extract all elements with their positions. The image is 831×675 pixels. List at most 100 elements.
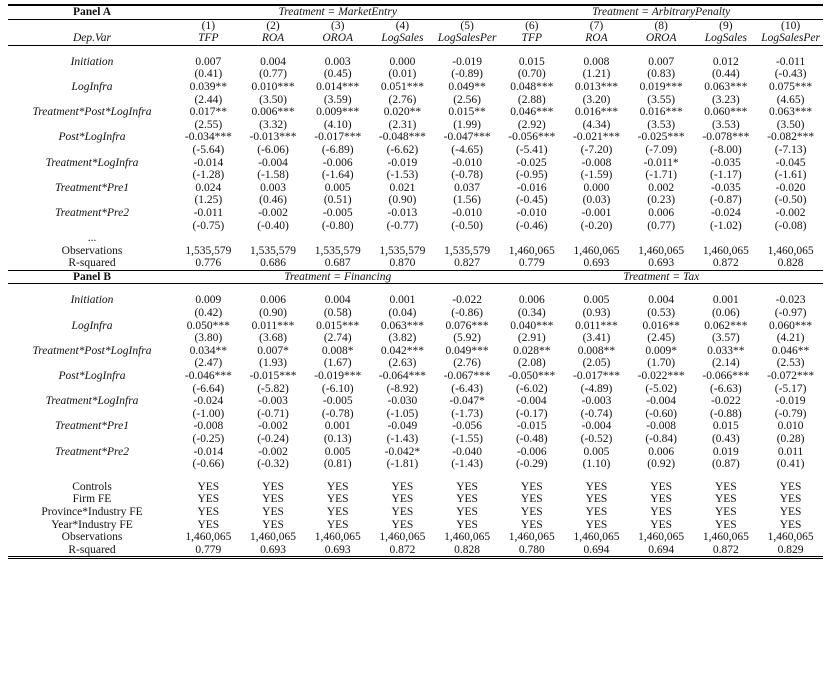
stat-label: Year*Industry FE: [51, 518, 133, 531]
coefficient: 0.046***: [510, 106, 554, 119]
t-stat: (-0.20): [580, 219, 613, 232]
stat-value: YES: [520, 480, 543, 493]
stat-value: YES: [262, 518, 284, 531]
stat-value: YES: [585, 505, 608, 518]
empty-cell: [8, 220, 176, 233]
stat-label: Observations: [61, 531, 123, 544]
variable-label: Treatment*LogInfra: [45, 156, 139, 169]
dep-var: LogSales: [370, 32, 435, 46]
stat-value: 0.779: [499, 257, 565, 271]
coefficient: 0.006: [648, 206, 675, 219]
coefficient: -0.022***: [637, 370, 685, 383]
coefficient: -0.011: [775, 55, 806, 68]
coefficient: -0.001: [581, 206, 612, 219]
coefficient: 0.028**: [513, 344, 551, 357]
coefficient: 0.005: [324, 445, 351, 458]
table-row: LogInfra 0.039** 0.010*** 0.014*** 0.051*** 0…: [8, 81, 823, 94]
coefficient: 0.006: [260, 294, 286, 307]
t-stat: (0.03): [582, 194, 611, 207]
t-stat: (4.65): [776, 93, 805, 106]
coefficient: -0.020: [775, 181, 806, 194]
coefficient: 0.009: [195, 294, 222, 307]
column-number: (10): [781, 19, 801, 32]
stat-value: YES: [456, 480, 478, 493]
coefficient: -0.066***: [702, 370, 750, 383]
coefficient: 0.008**: [577, 344, 616, 357]
stat-value: 1,460,065: [508, 244, 555, 257]
t-stat: (-0.66): [192, 458, 225, 471]
coefficient: -0.005: [322, 395, 353, 408]
coefficient: -0.004: [581, 420, 612, 433]
t-stat: (3.59): [323, 93, 352, 106]
t-stat: (1.56): [453, 194, 481, 207]
coefficient: -0.017***: [572, 370, 620, 383]
treatment-header: Treatment = Tax: [499, 270, 823, 285]
coefficient: 0.003: [260, 181, 286, 194]
dep-var: ROA: [240, 32, 306, 46]
coefficient: -0.019: [452, 55, 482, 68]
t-stat: (0.13): [323, 433, 352, 445]
t-stat: (2.74): [323, 332, 352, 345]
coefficient: -0.002: [258, 445, 288, 458]
coefficient: 0.004: [260, 55, 286, 68]
empty-cell: [8, 332, 176, 345]
empty-cell: [8, 68, 176, 81]
table-row: Post*LogInfra -0.046*** -0.015*** -0.019***…: [8, 370, 823, 383]
t-stat: (2.14): [711, 357, 740, 370]
table-row: Panel B Treatment = Financing Treatment = …: [8, 270, 823, 285]
stat-value: YES: [650, 480, 673, 493]
t-stat: (-6.43): [451, 382, 483, 395]
t-stat: (-0.78): [451, 169, 483, 182]
coefficient: -0.010: [452, 156, 482, 169]
t-stat: (-6.62): [386, 143, 419, 156]
coefficient: 0.060***: [704, 106, 748, 119]
t-stat: (-0.89): [451, 68, 483, 81]
coefficient: 0.005: [324, 181, 351, 194]
column-number: (2): [266, 19, 280, 32]
t-stat: (3.57): [711, 332, 740, 345]
coefficient: -0.019: [387, 156, 418, 169]
coefficient: -0.017***: [314, 131, 362, 144]
t-stat: (0.46): [259, 194, 287, 207]
t-stat: (1.25): [194, 194, 223, 207]
coefficient: -0.014: [193, 156, 224, 169]
t-stat: (-1.05): [386, 407, 419, 420]
stat-value: 1,535,579: [185, 244, 232, 257]
coefficient: -0.056***: [508, 131, 556, 144]
table-row: (0.42) (0.90) (0.58) (0.04) (-0.86) (0.34) (0.…: [8, 307, 823, 320]
t-stat: (0.41): [194, 68, 223, 81]
table-row: R-squared 0.779 0.693 0.693 0.872 0.828 0.780 0…: [8, 543, 823, 560]
table-row: Firm FE YES YES YES YES YES YES YES YES YES YES: [8, 493, 823, 506]
t-stat: (-1.55): [451, 433, 483, 445]
stat-value: YES: [197, 493, 220, 506]
t-stat: (3.53): [711, 118, 740, 131]
table-row: ...: [8, 232, 823, 245]
stat-value: 1,460,065: [379, 531, 426, 544]
coefficient: -0.047*: [449, 395, 485, 408]
table-row: LogInfra 0.050*** 0.011*** 0.015*** 0.063***…: [8, 320, 823, 333]
variable-label: Treatment*Pre1: [55, 420, 129, 433]
stat-value: 1,460,065: [638, 244, 685, 257]
column-number: (4): [395, 19, 410, 32]
dep-var: LogSalesPer: [758, 32, 823, 46]
stat-label: Controls: [72, 480, 112, 493]
coefficient: -0.022: [710, 395, 741, 408]
table-row: (1) (2) (3) (4) (5) (6) (7) (8) (9) (10): [8, 19, 823, 32]
stat-value: YES: [585, 480, 608, 493]
coefficient: 0.005: [583, 294, 610, 307]
empty-cell: [8, 194, 176, 207]
coefficient: -0.006: [516, 445, 547, 458]
stat-value: 0.694: [564, 543, 629, 560]
coefficient: 0.015**: [448, 106, 486, 119]
t-stat: (-8.00): [710, 143, 742, 156]
stat-label: Observations: [61, 244, 123, 257]
coefficient: 0.021: [389, 181, 416, 194]
t-stat: (-5.64): [192, 143, 225, 156]
stat-value: YES: [779, 493, 802, 506]
stat-label: R-squared: [8, 257, 176, 271]
coefficient: 0.007: [195, 55, 222, 68]
table-row: (2.47) (1.93) (1.67) (2.63) (2.76) (2.08) (2.0…: [8, 357, 823, 370]
stat-value: YES: [714, 505, 737, 518]
t-stat: (0.87): [711, 458, 740, 471]
t-stat: (-0.48): [515, 433, 548, 445]
